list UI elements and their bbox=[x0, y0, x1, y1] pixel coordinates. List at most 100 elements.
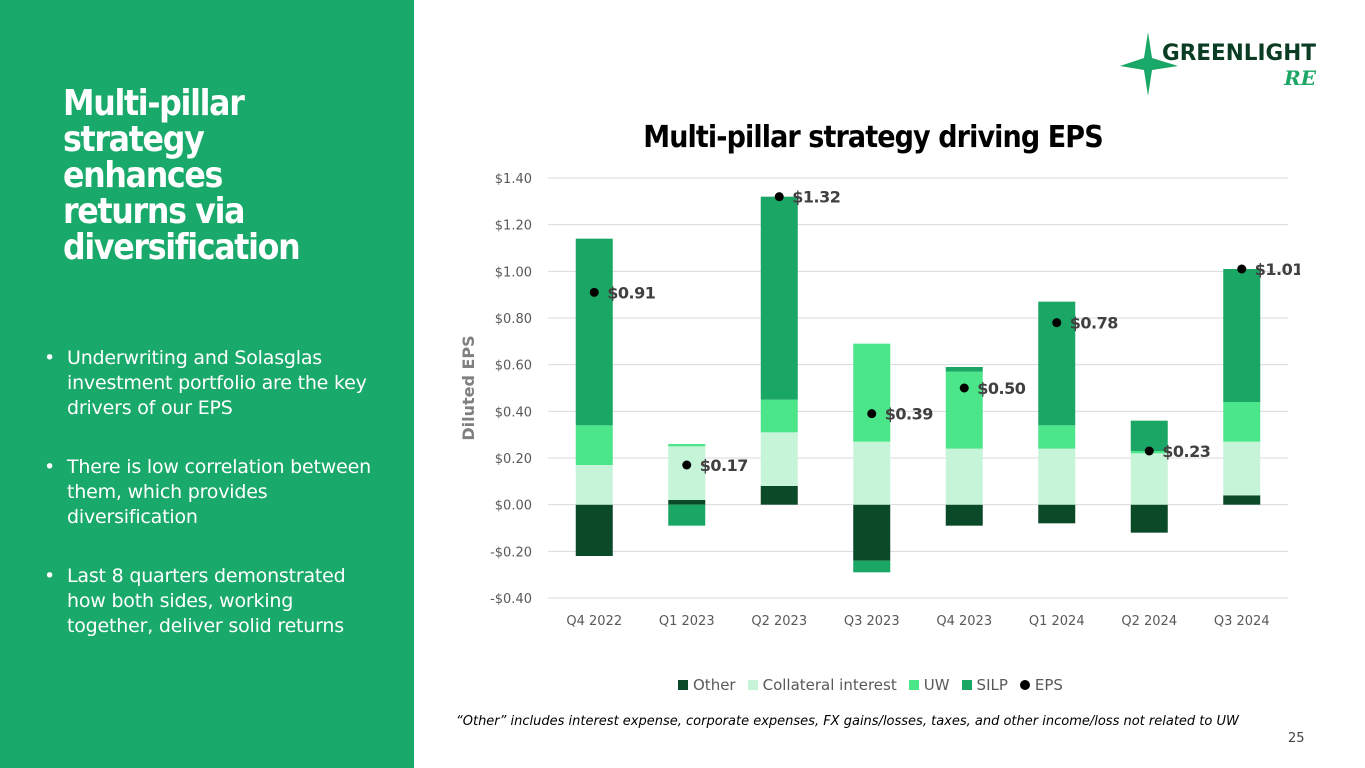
x-tick-label: Q4 2023 bbox=[936, 614, 992, 629]
bar-segment-other bbox=[1130, 504, 1168, 533]
bar-segment-other bbox=[1038, 504, 1076, 524]
eps-point bbox=[682, 460, 692, 470]
bar-segment-silp bbox=[760, 196, 798, 400]
y-tick-label: $0.60 bbox=[495, 359, 532, 374]
legend-item-collateral: Collateral interest bbox=[747, 676, 897, 694]
bullet-item: • Last 8 quarters demonstrated how both s… bbox=[44, 564, 374, 639]
eps-data-label: $0.78 bbox=[1070, 314, 1118, 333]
bar-segment-other bbox=[575, 504, 613, 556]
bar-segment-collateral bbox=[575, 465, 613, 505]
y-tick-label: $0.00 bbox=[495, 499, 532, 514]
bullet-dot: • bbox=[44, 565, 56, 587]
y-tick-label: $0.40 bbox=[495, 405, 532, 420]
bar-segment-silp bbox=[945, 367, 983, 372]
legend-item-uw: UW bbox=[908, 676, 950, 694]
bullet-text: Last 8 quarters demonstrated how both si… bbox=[67, 565, 346, 637]
bar-segment-uw bbox=[760, 399, 798, 433]
bar-segment-silp bbox=[1223, 269, 1261, 402]
bar-segment-silp bbox=[668, 504, 706, 526]
bar-segment-other bbox=[760, 486, 798, 505]
legend-label: Collateral interest bbox=[762, 676, 897, 694]
eps-data-label: $0.91 bbox=[607, 283, 655, 302]
legend-label: SILP bbox=[976, 676, 1008, 694]
greenlight-re-logo: GREENLIGHT RE bbox=[1120, 32, 1317, 96]
y-tick-label: -$0.20 bbox=[490, 545, 532, 560]
eps-data-label: $0.17 bbox=[700, 456, 748, 475]
eps-point bbox=[589, 287, 599, 297]
eps-point bbox=[1237, 264, 1247, 274]
bar-segment-other bbox=[945, 504, 983, 526]
eps-point bbox=[959, 383, 969, 393]
bar-segment-other bbox=[668, 500, 706, 505]
x-tick-label: Q4 2022 bbox=[566, 614, 622, 629]
star-inner-icon bbox=[1130, 42, 1166, 86]
y-tick-label: $1.40 bbox=[495, 172, 532, 187]
left-panel: Multi-pillar strategy enhances returns v… bbox=[0, 0, 414, 768]
bar-segment-collateral bbox=[1223, 441, 1261, 496]
x-tick-label: Q1 2024 bbox=[1029, 614, 1085, 629]
slide-headline: Multi-pillar strategy enhances returns v… bbox=[63, 83, 301, 268]
bar-segment-uw bbox=[1038, 425, 1076, 449]
bar-segment-other bbox=[1223, 495, 1261, 505]
x-tick-label: Q2 2024 bbox=[1121, 614, 1177, 629]
eps-data-label: $0.23 bbox=[1162, 442, 1210, 461]
bullet-dot: • bbox=[44, 456, 56, 478]
bar-segment-silp bbox=[1130, 420, 1168, 451]
y-tick-label: $1.00 bbox=[495, 265, 532, 280]
bar-segment-silp bbox=[575, 238, 613, 426]
bullet-list: • Underwriting and Solasglas investment p… bbox=[44, 346, 374, 673]
bar-segment-collateral bbox=[1130, 453, 1168, 505]
eps-data-label: $1.32 bbox=[792, 188, 840, 207]
y-tick-label: $0.20 bbox=[495, 452, 532, 467]
chart-title: Multi-pillar strategy driving EPS bbox=[643, 120, 1103, 155]
page-number: 25 bbox=[1288, 731, 1305, 746]
bar-segment-collateral bbox=[760, 432, 798, 486]
x-tick-label: Q3 2023 bbox=[844, 614, 900, 629]
legend-label: UW bbox=[923, 676, 950, 694]
legend-label: Other bbox=[693, 676, 736, 694]
y-axis-title: Diluted EPS bbox=[459, 335, 478, 440]
legend-swatch-collateral bbox=[747, 680, 758, 690]
eps-data-label: $0.39 bbox=[885, 405, 933, 424]
bar-segment-other bbox=[853, 504, 891, 561]
eps-point bbox=[1052, 318, 1062, 328]
x-tick-label: Q2 2023 bbox=[751, 614, 807, 629]
logo-wordmark: GREENLIGHT bbox=[1162, 41, 1316, 66]
bar-segment-collateral bbox=[853, 441, 891, 505]
bullet-text: Underwriting and Solasglas investment po… bbox=[67, 347, 367, 419]
eps-point bbox=[867, 409, 877, 419]
y-tick-label: -$0.40 bbox=[490, 592, 532, 607]
eps-data-label: $1.01 bbox=[1255, 260, 1300, 279]
bar-segment-uw bbox=[575, 425, 613, 465]
legend-swatch-uw bbox=[908, 680, 919, 690]
bullet-text: There is low correlation between them, w… bbox=[67, 456, 371, 528]
eps-data-label: $0.50 bbox=[977, 379, 1025, 398]
legend-swatch-silp bbox=[961, 680, 972, 690]
footnote: “Other” includes interest expense, corpo… bbox=[456, 714, 1239, 729]
bar-segment-collateral bbox=[668, 446, 706, 500]
legend-item-silp: SILP bbox=[961, 676, 1008, 694]
eps-point bbox=[1144, 446, 1154, 456]
chart-legend: Other Collateral interest UW SILP EPS bbox=[678, 676, 1075, 694]
legend-item-other: Other bbox=[678, 676, 736, 694]
bullet-dot: • bbox=[44, 347, 56, 369]
y-tick-label: $0.80 bbox=[495, 312, 532, 327]
legend-swatch-other bbox=[678, 680, 688, 690]
bar-segment-uw bbox=[668, 444, 706, 447]
y-tick-label: $1.20 bbox=[495, 219, 532, 234]
x-tick-label: Q3 2024 bbox=[1214, 614, 1270, 629]
bar-segment-uw bbox=[853, 343, 891, 442]
x-tick-label: Q1 2023 bbox=[659, 614, 715, 629]
legend-item-eps: EPS bbox=[1019, 676, 1063, 694]
eps-point bbox=[774, 192, 784, 202]
eps-chart: $1.40 $1.20 $1.00 $0.80 $0.60 $0.40 $0.20 $0.00… bbox=[459, 172, 1300, 629]
legend-label: EPS bbox=[1034, 676, 1063, 694]
bar-segment-uw bbox=[1223, 402, 1261, 442]
bullet-item: • Underwriting and Solasglas investment p… bbox=[44, 346, 374, 421]
bar-segment-collateral bbox=[1038, 448, 1076, 505]
bar-segment-silp bbox=[853, 560, 891, 573]
bullet-item: • There is low correlation between them, … bbox=[44, 455, 374, 530]
legend-swatch-eps bbox=[1019, 680, 1030, 690]
bar-segment-collateral bbox=[945, 448, 983, 505]
logo-suffix: RE bbox=[1283, 66, 1317, 90]
